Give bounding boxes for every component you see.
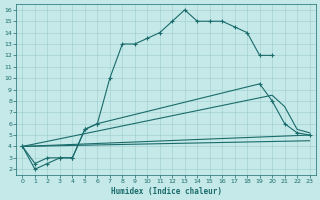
X-axis label: Humidex (Indice chaleur): Humidex (Indice chaleur) (110, 187, 221, 196)
